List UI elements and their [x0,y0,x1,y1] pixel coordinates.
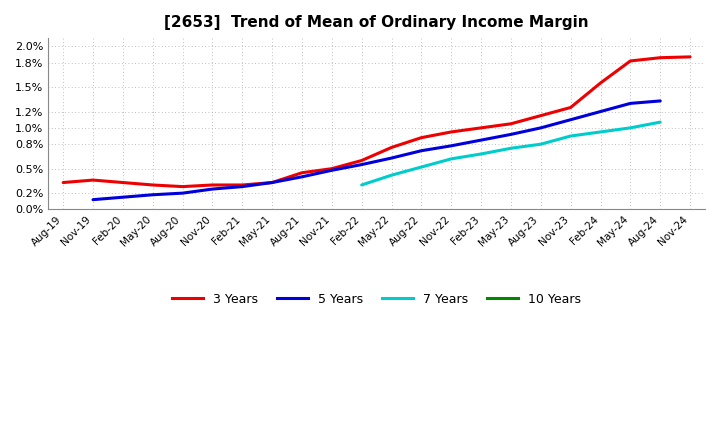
7 Years [357,182,366,187]
3 Years [268,180,276,185]
5 Years [507,132,516,137]
5 Years [477,137,485,143]
3 Years [238,182,246,187]
7 Years [477,151,485,157]
7 Years [417,165,426,170]
Title: [2653]  Trend of Mean of Ordinary Income Margin: [2653] Trend of Mean of Ordinary Income … [164,15,589,30]
5 Years [596,109,605,114]
5 Years [179,191,187,196]
7 Years [536,142,545,147]
5 Years [148,192,157,198]
7 Years [656,120,665,125]
5 Years [328,168,336,173]
3 Years [596,81,605,86]
3 Years [567,105,575,110]
5 Years [208,187,217,192]
7 Years [626,125,635,131]
7 Years [387,172,396,178]
3 Years [148,182,157,187]
5 Years [297,174,306,180]
Line: 3 Years: 3 Years [63,57,690,187]
3 Years [297,170,306,176]
3 Years [507,121,516,126]
5 Years [567,117,575,122]
5 Years [536,125,545,131]
3 Years [477,125,485,131]
3 Years [208,182,217,187]
3 Years [179,184,187,189]
3 Years [89,177,97,183]
5 Years [119,194,127,200]
3 Years [357,158,366,163]
3 Years [387,145,396,150]
5 Years [268,180,276,185]
3 Years [536,113,545,118]
7 Years [596,129,605,135]
5 Years [387,155,396,161]
Legend: 3 Years, 5 Years, 7 Years, 10 Years: 3 Years, 5 Years, 7 Years, 10 Years [167,288,586,311]
Line: 7 Years: 7 Years [361,122,660,185]
3 Years [447,129,456,135]
7 Years [447,156,456,161]
5 Years [447,143,456,148]
Line: 5 Years: 5 Years [93,101,660,200]
3 Years [656,55,665,60]
5 Years [417,148,426,154]
7 Years [567,133,575,139]
5 Years [89,197,97,202]
3 Years [685,54,694,59]
5 Years [626,101,635,106]
3 Years [59,180,68,185]
3 Years [626,59,635,64]
5 Years [656,98,665,103]
3 Years [417,135,426,140]
5 Years [238,184,246,189]
7 Years [507,146,516,151]
3 Years [328,166,336,171]
5 Years [357,162,366,167]
3 Years [119,180,127,185]
